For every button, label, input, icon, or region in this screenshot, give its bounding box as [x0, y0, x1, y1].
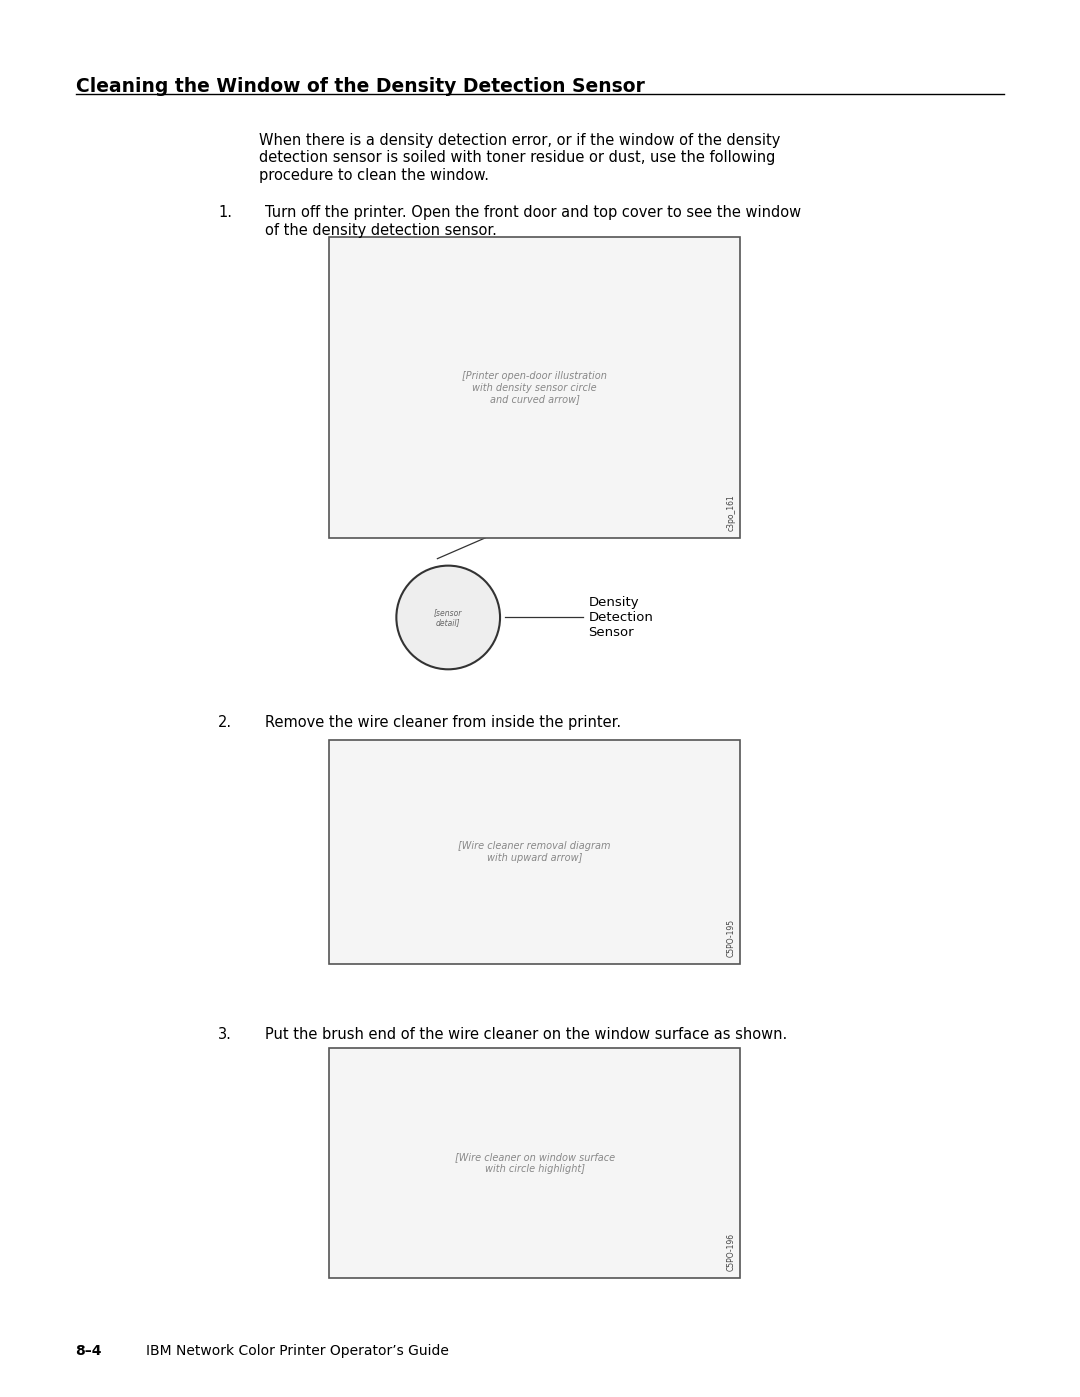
- Text: c3po_161: c3po_161: [727, 495, 735, 531]
- Text: IBM Network Color Printer Operator’s Guide: IBM Network Color Printer Operator’s Gui…: [146, 1344, 448, 1358]
- Text: [Printer open-door illustration
with density sensor circle
and curved arrow]: [Printer open-door illustration with den…: [462, 372, 607, 404]
- Text: Density
Detection
Sensor: Density Detection Sensor: [589, 597, 653, 638]
- FancyBboxPatch shape: [329, 237, 740, 538]
- Text: [Wire cleaner on window surface
with circle highlight]: [Wire cleaner on window surface with cir…: [455, 1153, 615, 1173]
- Text: Put the brush end of the wire cleaner on the window surface as shown.: Put the brush end of the wire cleaner on…: [265, 1027, 787, 1042]
- FancyBboxPatch shape: [329, 740, 740, 964]
- Text: 1.: 1.: [218, 205, 232, 221]
- Text: C5PO-196: C5PO-196: [727, 1234, 735, 1271]
- Text: 8–4: 8–4: [76, 1344, 103, 1358]
- Text: When there is a density detection error, or if the window of the density
detecti: When there is a density detection error,…: [259, 133, 781, 183]
- Text: 2.: 2.: [218, 715, 232, 731]
- Ellipse shape: [396, 566, 500, 669]
- Text: 3.: 3.: [218, 1027, 232, 1042]
- Text: [Wire cleaner removal diagram
with upward arrow]: [Wire cleaner removal diagram with upwar…: [458, 841, 611, 863]
- Text: Cleaning the Window of the Density Detection Sensor: Cleaning the Window of the Density Detec…: [76, 77, 645, 96]
- Text: Turn off the printer. Open the front door and top cover to see the window
of the: Turn off the printer. Open the front doo…: [265, 205, 800, 237]
- Text: C5PO-195: C5PO-195: [727, 919, 735, 957]
- Text: Remove the wire cleaner from inside the printer.: Remove the wire cleaner from inside the …: [265, 715, 621, 731]
- FancyBboxPatch shape: [329, 1048, 740, 1278]
- Text: [sensor
detail]: [sensor detail]: [434, 608, 462, 627]
